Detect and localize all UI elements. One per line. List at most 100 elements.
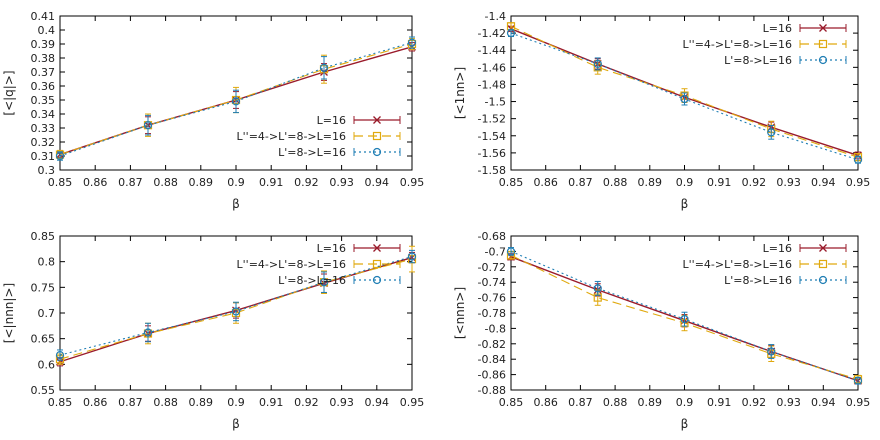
x-axis-label: β (232, 417, 240, 431)
error-bar (321, 271, 327, 293)
legend-entry-3: L'=8->L=16 (278, 274, 401, 287)
y-tick-label: 0.41 (31, 10, 56, 23)
error-bar (681, 311, 688, 327)
legend-marker (372, 147, 382, 157)
data-point (231, 97, 241, 106)
data-point (506, 247, 516, 256)
data-point (319, 63, 329, 72)
x-tick-label: 0.85 (48, 396, 73, 409)
legend-label: L''=4->L'=8->L=16 (237, 130, 346, 143)
y-tick-label: 0.55 (31, 384, 56, 397)
data-point (506, 29, 516, 38)
x-tick-label: 0.9 (676, 176, 694, 189)
y-tick-label: 0.7 (38, 307, 56, 320)
y-tick-label: 0.32 (31, 136, 56, 149)
legend: L=16 L''=4->L'=8->L=16 L'=8->L=16 (237, 114, 401, 159)
y-tick-label: 0.39 (31, 38, 56, 51)
data-point (143, 328, 153, 337)
x-tick-label: 0.9 (227, 176, 245, 189)
legend-marker (818, 259, 828, 269)
legend-entry-1: L=16 (317, 114, 401, 127)
legend: L=16 L''=4->L'=8->L=16 L'=8->L=16 (683, 22, 847, 67)
x-axis-label: β (681, 417, 689, 431)
x-tick-label: 0.87 (118, 176, 143, 189)
legend-label: L'=8->L=16 (724, 54, 792, 67)
error-bar (145, 322, 151, 343)
y-tick-label: -1.44 (478, 44, 506, 57)
legend-label: L''=4->L'=8->L=16 (683, 38, 792, 51)
y-tick-label: 0.85 (31, 230, 56, 243)
x-tick-label: 0.92 (294, 396, 319, 409)
x-tick-label: 0.94 (811, 396, 836, 409)
x-axis-label: β (232, 197, 240, 211)
y-tick-label: 0.4 (38, 24, 56, 37)
x-tick-label: 0.95 (846, 396, 871, 409)
legend-marker (818, 55, 828, 65)
y-tick-label: 0.35 (31, 94, 56, 107)
x-tick-label: 0.91 (707, 176, 732, 189)
chart-panel-2: 0.85 0.86 0.87 0.88 0.89 0.9 0.91 0.92 0.93 0.94 0… (453, 10, 870, 211)
x-tick-label: 0.87 (118, 396, 143, 409)
data-point (680, 94, 689, 104)
x-tick-label: 0.85 (499, 176, 524, 189)
x-tick-label: 0.92 (742, 396, 767, 409)
legend-label: L=16 (317, 114, 346, 127)
x-tick-label: 0.91 (259, 396, 284, 409)
y-tick-label: -0.88 (478, 384, 506, 397)
x-tick-label: 0.92 (294, 176, 319, 189)
data-point (853, 155, 863, 164)
legend-entry-2: L''=4->L'=8->L=16 (683, 258, 847, 271)
data-point (767, 128, 776, 137)
data-point (55, 151, 65, 161)
data-point (593, 59, 602, 69)
legend-marker (818, 39, 828, 49)
legend-label: L'=8->L=16 (724, 274, 792, 287)
x-tick-label: 0.93 (329, 176, 354, 189)
y-tick-label: 0.75 (31, 281, 56, 294)
legend-marker (373, 244, 381, 252)
y-tick-label: -1.46 (478, 61, 506, 74)
chart-panel-3: 0.85 0.86 0.87 0.88 0.89 0.9 0.91 0.92 0.93 0.94 0… (2, 230, 424, 431)
x-tick-label: 0.92 (742, 176, 767, 189)
x-tick-label: 0.89 (638, 396, 663, 409)
y-tick-label: -0.78 (478, 307, 506, 320)
data-point (593, 284, 602, 293)
x-tick-label: 0.9 (227, 396, 245, 409)
x-tick-label: 0.93 (776, 176, 801, 189)
data-point (55, 350, 65, 360)
legend-entry-1: L=16 (763, 242, 847, 255)
y-tick-label: 0.37 (31, 66, 56, 79)
x-tick-label: 0.88 (603, 396, 628, 409)
x-tick-label: 0.91 (707, 396, 732, 409)
data-point (407, 252, 417, 261)
series-3 (506, 247, 863, 385)
x-tick-label: 0.93 (329, 396, 354, 409)
error-bar (768, 125, 775, 140)
y-axis-label: [<nnn>] (453, 287, 467, 339)
x-tick-label: 0.89 (189, 396, 214, 409)
data-point (680, 315, 689, 324)
y-tick-label: 0.33 (31, 122, 56, 135)
y-tick-label: 0.3 (38, 164, 56, 177)
y-tick-label: -0.8 (485, 322, 506, 335)
data-point (853, 376, 863, 385)
error-bar (233, 89, 239, 114)
chart-panel-1: 0.85 0.86 0.87 0.88 0.89 0.9 0.91 0.92 0.93 0.94 0… (2, 10, 424, 211)
error-bar (768, 344, 775, 359)
y-tick-label: -1.54 (478, 130, 506, 143)
legend-entry-1: L=16 (317, 242, 401, 255)
legend-label: L'=8->L=16 (278, 146, 346, 159)
x-tick-label: 0.89 (189, 176, 214, 189)
legend-label: L=16 (763, 242, 792, 255)
x-tick-label: 0.95 (400, 396, 425, 409)
y-tick-label: -0.84 (478, 353, 506, 366)
y-tick-label: -1.48 (478, 78, 506, 91)
y-axis-label: [<|nnn|>] (2, 283, 16, 343)
y-tick-label: -0.68 (478, 230, 506, 243)
legend-marker (372, 259, 382, 269)
data-point (231, 307, 241, 316)
x-tick-label: 0.85 (48, 176, 73, 189)
x-tick-label: 0.95 (400, 176, 425, 189)
y-tick-label: 0.31 (31, 150, 56, 163)
